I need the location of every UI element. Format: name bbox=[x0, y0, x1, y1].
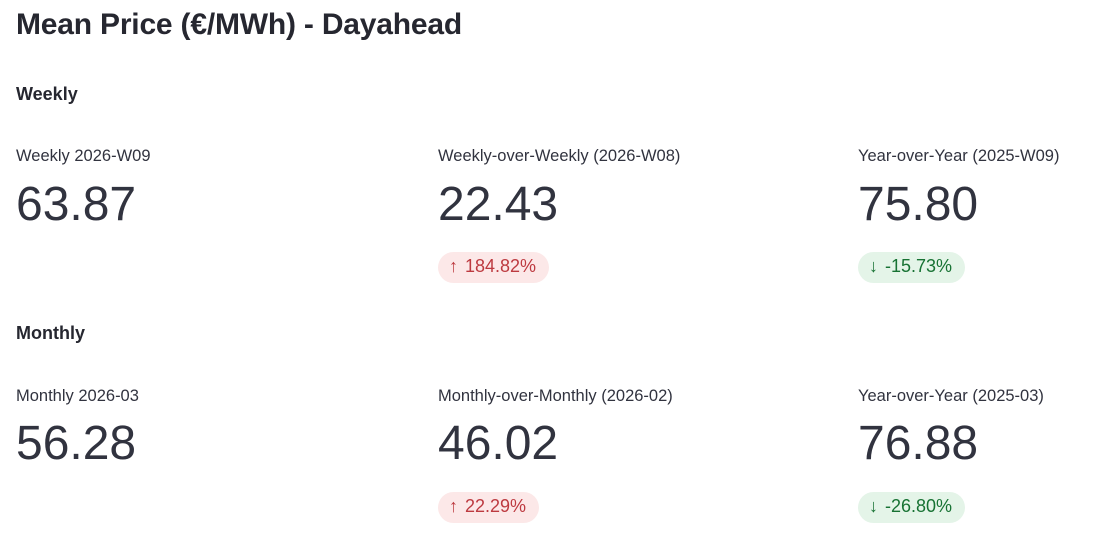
metric-weekly-year-over-year: Year-over-Year (2025-W09) 75.80 ↓ -15.73… bbox=[858, 146, 1093, 284]
metric-label: Monthly-over-Monthly (2026-02) bbox=[438, 386, 673, 405]
metric-value: 22.43 bbox=[438, 177, 559, 231]
section-heading-monthly: Monthly bbox=[16, 323, 85, 344]
arrow-up-icon: ↑ bbox=[449, 495, 458, 516]
section-heading-weekly: Weekly bbox=[16, 83, 78, 104]
delta-value: 184.82% bbox=[465, 256, 537, 277]
metric-weekly-over-weekly: Weekly-over-Weekly (2026-W08) 22.43 ↑ 18… bbox=[438, 146, 858, 284]
metric-label: Year-over-Year (2025-03) bbox=[858, 386, 1044, 405]
delta-badge: ↑ 22.29% bbox=[438, 491, 540, 523]
delta-badge: ↑ 184.82% bbox=[438, 252, 550, 284]
metric-label: Weekly 2026-W09 bbox=[16, 147, 151, 165]
dashboard: Mean Price (€/MWh) - Dayahead Weekly Wee… bbox=[16, 8, 1093, 523]
arrow-down-icon: ↓ bbox=[869, 495, 878, 516]
delta-badge: ↓ -26.80% bbox=[858, 491, 966, 523]
metric-value: 63.87 bbox=[16, 177, 137, 231]
metric-value: 46.02 bbox=[438, 417, 559, 471]
metric-monthly-over-monthly: Monthly-over-Monthly (2026-02) 46.02 ↑ 2… bbox=[438, 386, 858, 523]
metric-monthly-year-over-year: Year-over-Year (2025-03) 76.88 ↓ -26.80% bbox=[858, 386, 1093, 523]
metric-label: Year-over-Year (2025-W09) bbox=[858, 147, 1060, 165]
arrow-up-icon: ↑ bbox=[449, 256, 458, 277]
delta-value: -26.80% bbox=[885, 495, 953, 516]
page-title: Mean Price (€/MWh) - Dayahead bbox=[16, 8, 462, 41]
metric-value: 75.80 bbox=[858, 177, 979, 231]
metric-value: 56.28 bbox=[16, 417, 137, 471]
delta-value: 22.29% bbox=[465, 495, 527, 516]
metric-label: Weekly-over-Weekly (2026-W08) bbox=[438, 147, 681, 165]
delta-badge: ↓ -15.73% bbox=[858, 252, 966, 284]
metric-value: 76.88 bbox=[858, 417, 979, 471]
metric-weekly-current: Weekly 2026-W09 63.87 bbox=[16, 146, 438, 231]
monthly-metrics-row: Monthly 2026-03 56.28 Monthly-over-Month… bbox=[16, 386, 1093, 523]
weekly-metrics-row: Weekly 2026-W09 63.87 Weekly-over-Weekly… bbox=[16, 146, 1093, 284]
arrow-down-icon: ↓ bbox=[869, 256, 878, 277]
metric-monthly-current: Monthly 2026-03 56.28 bbox=[16, 386, 438, 471]
delta-value: -15.73% bbox=[885, 256, 953, 277]
metric-label: Monthly 2026-03 bbox=[16, 386, 139, 405]
